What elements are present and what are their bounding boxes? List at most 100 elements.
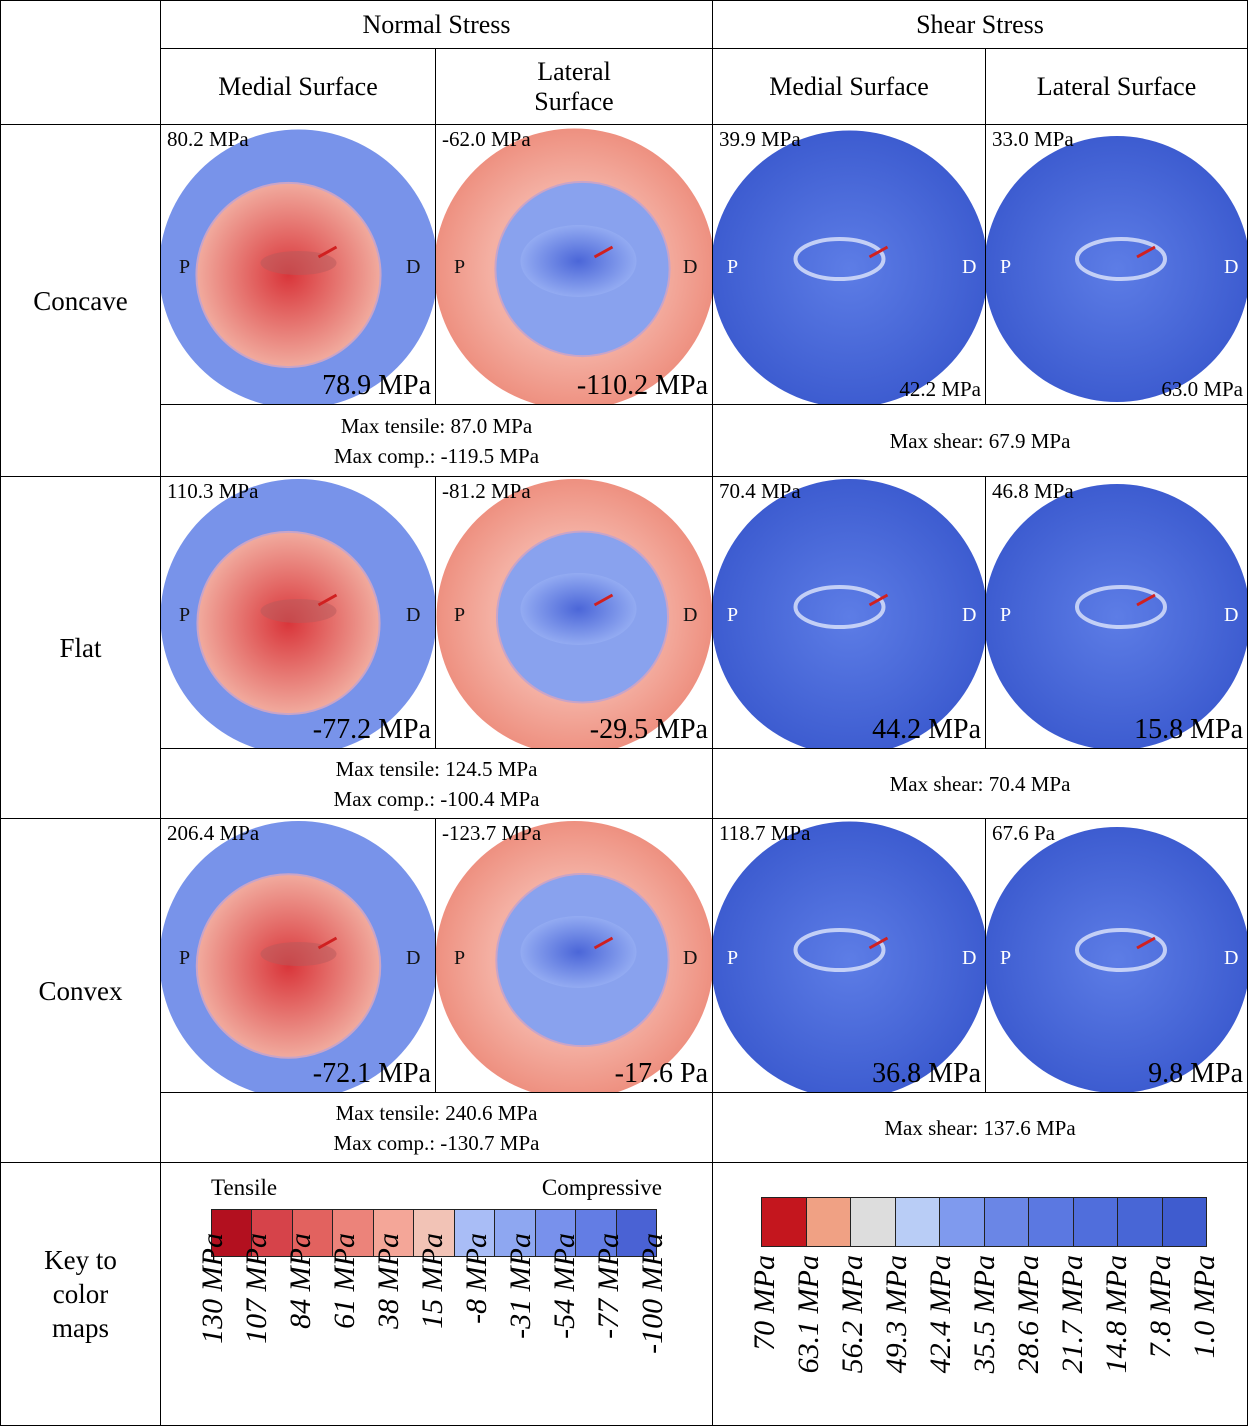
map-shape [986, 136, 1248, 402]
stress-map: PD [161, 819, 436, 1093]
map-min-label: 42.2 MPa [899, 377, 981, 402]
map-cell: PD70.4 MPa 44.2 MPa [713, 477, 986, 749]
distal-marker: D [962, 256, 976, 278]
map-min-label: 36.8 MPa [872, 1058, 981, 1090]
key-swatch [1028, 1197, 1074, 1247]
stress-map: PD [436, 477, 713, 749]
key-compressive: Compressive [542, 1175, 662, 1201]
map-min-label: -17.6 Pa [615, 1058, 708, 1090]
proximal-marker: P [179, 256, 190, 278]
map-max-label: 33.0 MPa [992, 127, 1074, 152]
proximal-marker: P [454, 604, 465, 626]
key-swatch [984, 1197, 1030, 1247]
shear-summary: Max shear: 137.6 MPa [884, 1113, 1075, 1143]
key-tick-label: 61 MPa [328, 1233, 362, 1329]
subheader: Medial Surface [218, 72, 378, 102]
stress-map: PD [713, 477, 986, 749]
key-tick-label: -31 MPa [504, 1233, 538, 1339]
key-label-cell: Key to color maps [1, 1163, 161, 1426]
map-shape [197, 532, 379, 714]
map-shape [713, 822, 986, 1094]
map-cell: P D 39.9 MPa 42.2 MPa [713, 125, 986, 405]
map-max-label: 110.3 MPa [167, 479, 258, 504]
row-label-cell: Convex [1, 819, 161, 1163]
map-min-label: -110.2 MPa [577, 370, 708, 402]
key-swatch [1117, 1197, 1163, 1247]
page: Normal Stress Shear Stress Medial Surface L… [0, 0, 1248, 1426]
key-swatch [1073, 1197, 1119, 1247]
key-tick-label: -100 MPa [636, 1233, 670, 1354]
map-min-label: -77.2 MPa [313, 714, 431, 746]
subheader: Lateral Surface [499, 57, 649, 117]
shear-summary-cell: Max shear: 137.6 MPa [713, 1093, 1248, 1163]
map-max-label: 70.4 MPa [719, 479, 801, 504]
key-tick-label: 28.6 MPa [1012, 1255, 1046, 1373]
distal-marker: D [1224, 947, 1238, 969]
distal-marker: D [1224, 604, 1238, 626]
map-max-label: 67.6 Pa [992, 821, 1055, 846]
header-cell: Normal Stress [161, 1, 713, 49]
stress-map: PD [986, 477, 1248, 749]
map-max-label: 80.2 MPa [167, 127, 249, 152]
row-label: Flat [59, 631, 101, 665]
normal-summary-cell: Max tensile: 124.5 MPaMax comp.: -100.4 … [161, 749, 713, 819]
shear-summary-cell: Max shear: 70.4 MPa [713, 749, 1248, 819]
key-tick-label: 49.3 MPa [880, 1255, 914, 1373]
map-min-label: 9.8 MPa [1148, 1058, 1243, 1090]
map-shape [197, 874, 380, 1057]
key-tick-label: 38 MPa [372, 1233, 406, 1329]
stress-map: PD [161, 125, 436, 405]
subheader-cell: Lateral Surface [986, 49, 1248, 125]
map-cell: PD-81.2 MPa-29.5 MPa [436, 477, 713, 749]
map-shape [521, 916, 637, 988]
normal-key-cell: TensileCompressive130 MPa107 MPa84 MPa61… [161, 1163, 713, 1426]
header-shear: Shear Stress [916, 10, 1044, 40]
header-normal: Normal Stress [362, 10, 510, 40]
normal-summary: Max tensile: 87.0 MPa [341, 411, 532, 441]
subheader: Lateral Surface [1037, 72, 1197, 102]
shear-summary: Max shear: 67.9 MPa [890, 426, 1071, 456]
distal-marker: D [406, 947, 420, 969]
distal-marker: D [406, 604, 420, 626]
map-max-label: -123.7 MPa [442, 821, 541, 846]
map-max-label: 39.9 MPa [719, 127, 801, 152]
key-tick-label: 42.4 MPa [924, 1255, 958, 1373]
subheader-cell: Medial Surface [161, 49, 436, 125]
distal-marker: D [1224, 256, 1238, 278]
key-tensile: Tensile [211, 1175, 277, 1201]
map-min-label: 78.9 MPa [322, 370, 431, 402]
key-tick-label: 7.8 MPa [1144, 1255, 1178, 1358]
map-min-label: 15.8 MPa [1134, 714, 1243, 746]
map-min-label: 44.2 MPa [872, 714, 981, 746]
proximal-marker: P [1000, 256, 1011, 278]
proximal-marker: P [727, 256, 738, 278]
normal-summary: Max comp.: -100.4 MPa [334, 784, 540, 814]
proximal-marker: P [179, 947, 190, 969]
key-tick-label: -54 MPa [548, 1233, 582, 1339]
key-tick-label: 14.8 MPa [1100, 1255, 1134, 1373]
distal-marker: D [962, 604, 976, 626]
distal-marker: D [406, 256, 420, 278]
key-tick-label: 56.2 MPa [836, 1255, 870, 1373]
shear-summary: Max shear: 70.4 MPa [890, 769, 1071, 799]
distal-marker: D [962, 947, 976, 969]
key-tick-label: 1.0 MPa [1188, 1255, 1222, 1358]
map-shape [521, 225, 637, 297]
map-cell: PD67.6 Pa 9.8 MPa [986, 819, 1248, 1093]
row-label: Convex [39, 974, 123, 1008]
subheader: Medial Surface [769, 72, 929, 102]
map-max-label: 206.4 MPa [167, 821, 259, 846]
key-tick-label: 130 MPa [196, 1233, 230, 1344]
map-max-label: 46.8 MPa [992, 479, 1074, 504]
